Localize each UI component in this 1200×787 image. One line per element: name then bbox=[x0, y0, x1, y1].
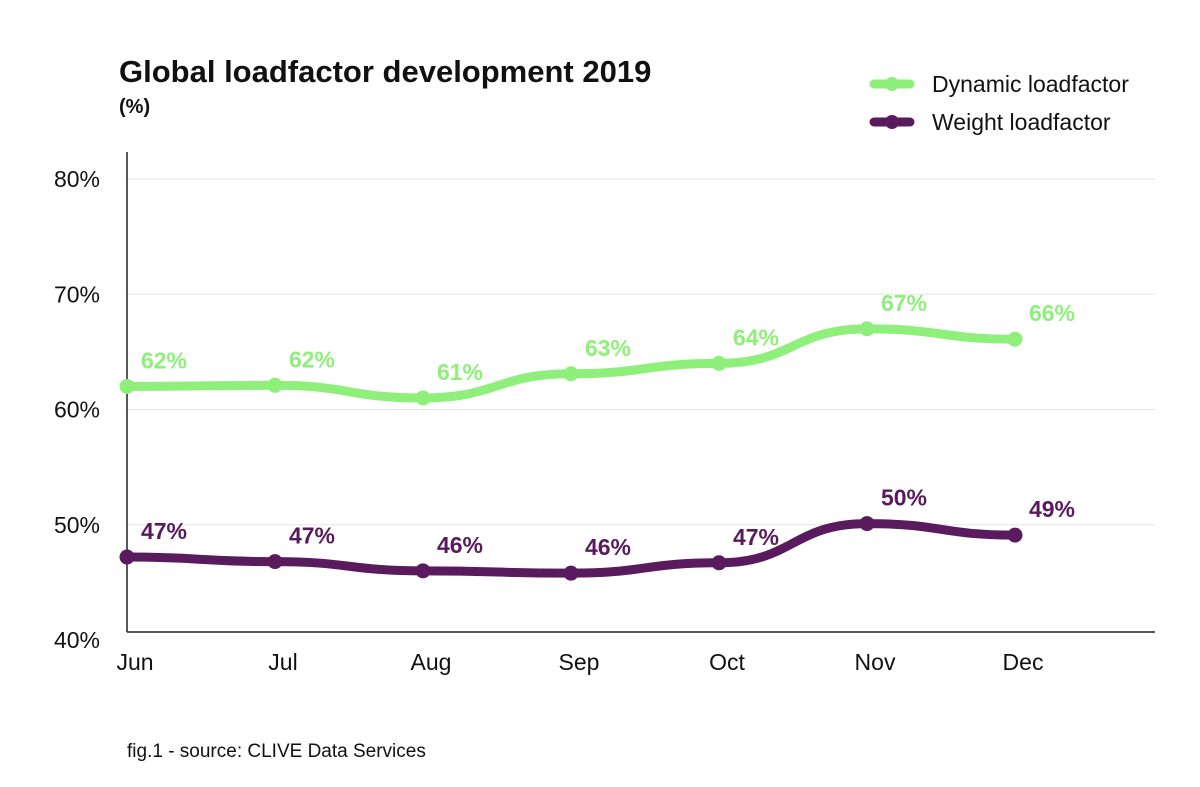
source-note: fig.1 - source: CLIVE Data Services bbox=[127, 741, 426, 762]
y-tick-label-80: 80% bbox=[54, 166, 100, 192]
data-label-dynamic-nov: 67% bbox=[881, 290, 927, 316]
data-label-weight-oct: 47% bbox=[733, 524, 779, 550]
y-tick-label-70: 70% bbox=[54, 281, 100, 307]
data-label-weight-aug: 46% bbox=[437, 532, 483, 558]
y-axis-ticks: 40% 50% 60% 70% 80% bbox=[54, 166, 100, 653]
point-weight-dec bbox=[1007, 527, 1023, 543]
legend: Dynamic loadfactor Weight loadfactor bbox=[869, 71, 1129, 135]
y-tick-label-40: 40% bbox=[54, 627, 100, 653]
point-dynamic-jun bbox=[119, 378, 135, 394]
series-weight: 47% 47% 46% 46% 47% 50% 49% bbox=[119, 485, 1075, 581]
x-tick-label-nov: Nov bbox=[855, 649, 896, 675]
point-dynamic-jul bbox=[267, 377, 283, 393]
point-weight-oct bbox=[711, 555, 727, 571]
point-weight-nov bbox=[859, 516, 875, 532]
data-label-dynamic-aug: 61% bbox=[437, 359, 483, 385]
point-weight-jun bbox=[119, 549, 135, 565]
point-weight-sep bbox=[563, 565, 579, 581]
data-label-dynamic-jul: 62% bbox=[289, 346, 335, 372]
point-dynamic-sep bbox=[563, 366, 579, 382]
point-dynamic-oct bbox=[711, 355, 727, 371]
legend-item-dynamic: Dynamic loadfactor bbox=[869, 71, 1129, 97]
series-dynamic: 62% 62% 61% 63% 64% 67% 66% bbox=[119, 290, 1075, 406]
legend-label-weight: Weight loadfactor bbox=[932, 109, 1111, 135]
series-line-dynamic bbox=[122, 324, 1020, 403]
y-tick-label-60: 60% bbox=[54, 397, 100, 423]
point-weight-aug bbox=[415, 563, 431, 579]
data-label-weight-dec: 49% bbox=[1029, 496, 1075, 522]
data-label-dynamic-jun: 62% bbox=[141, 347, 187, 373]
x-tick-label-jul: Jul bbox=[268, 649, 297, 675]
data-label-dynamic-oct: 64% bbox=[733, 324, 779, 350]
x-tick-label-aug: Aug bbox=[411, 649, 452, 675]
data-label-weight-jul: 47% bbox=[289, 523, 335, 549]
point-dynamic-aug bbox=[415, 390, 431, 406]
chart-subtitle: (%) bbox=[119, 96, 150, 118]
legend-item-weight: Weight loadfactor bbox=[869, 109, 1111, 135]
point-dynamic-nov bbox=[859, 321, 875, 337]
legend-label-dynamic: Dynamic loadfactor bbox=[932, 71, 1129, 97]
gridlines bbox=[127, 178, 1155, 526]
data-label-dynamic-sep: 63% bbox=[585, 335, 631, 361]
y-tick-label-50: 50% bbox=[54, 512, 100, 538]
x-axis-ticks: Jun Jul Aug Sep Oct Nov Dec bbox=[116, 649, 1043, 675]
x-tick-label-jun: Jun bbox=[116, 649, 153, 675]
data-label-weight-jun: 47% bbox=[141, 518, 187, 544]
series: 62% 62% 61%63% 64%67% 66%47% 47% 46% 46% 47%50% 4… bbox=[119, 290, 1075, 581]
point-weight-jul bbox=[267, 554, 283, 570]
x-tick-label-oct: Oct bbox=[709, 649, 745, 675]
data-label-weight-sep: 46% bbox=[585, 534, 631, 560]
x-tick-label-sep: Sep bbox=[559, 649, 600, 675]
data-label-weight-nov: 50% bbox=[881, 485, 927, 511]
x-tick-label-dec: Dec bbox=[1003, 649, 1044, 675]
point-dynamic-dec bbox=[1007, 331, 1023, 347]
data-label-dynamic-dec: 66% bbox=[1029, 300, 1075, 326]
legend-marker-weight bbox=[885, 115, 899, 129]
chart-title: Global loadfactor development 2019 bbox=[119, 54, 651, 89]
legend-marker-dynamic bbox=[885, 77, 899, 91]
